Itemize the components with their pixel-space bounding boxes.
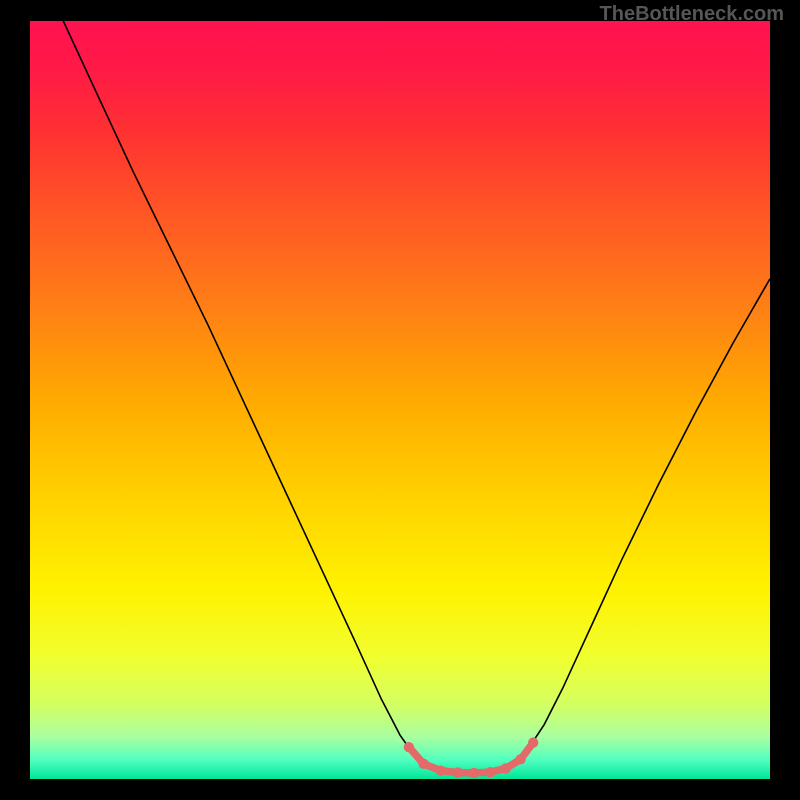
marker-point	[515, 754, 525, 764]
bottleneck-chart: TheBottleneck.com	[0, 0, 800, 800]
marker-point	[528, 737, 538, 747]
marker-point	[453, 767, 463, 777]
marker-point	[418, 759, 428, 769]
marker-point	[436, 765, 446, 775]
marker-point	[469, 768, 479, 778]
marker-point	[485, 767, 495, 777]
plot-gradient-background	[30, 21, 770, 779]
chart-svg	[0, 0, 800, 800]
marker-point	[404, 742, 414, 752]
marker-point	[501, 763, 511, 773]
watermark-text: TheBottleneck.com	[600, 3, 784, 26]
